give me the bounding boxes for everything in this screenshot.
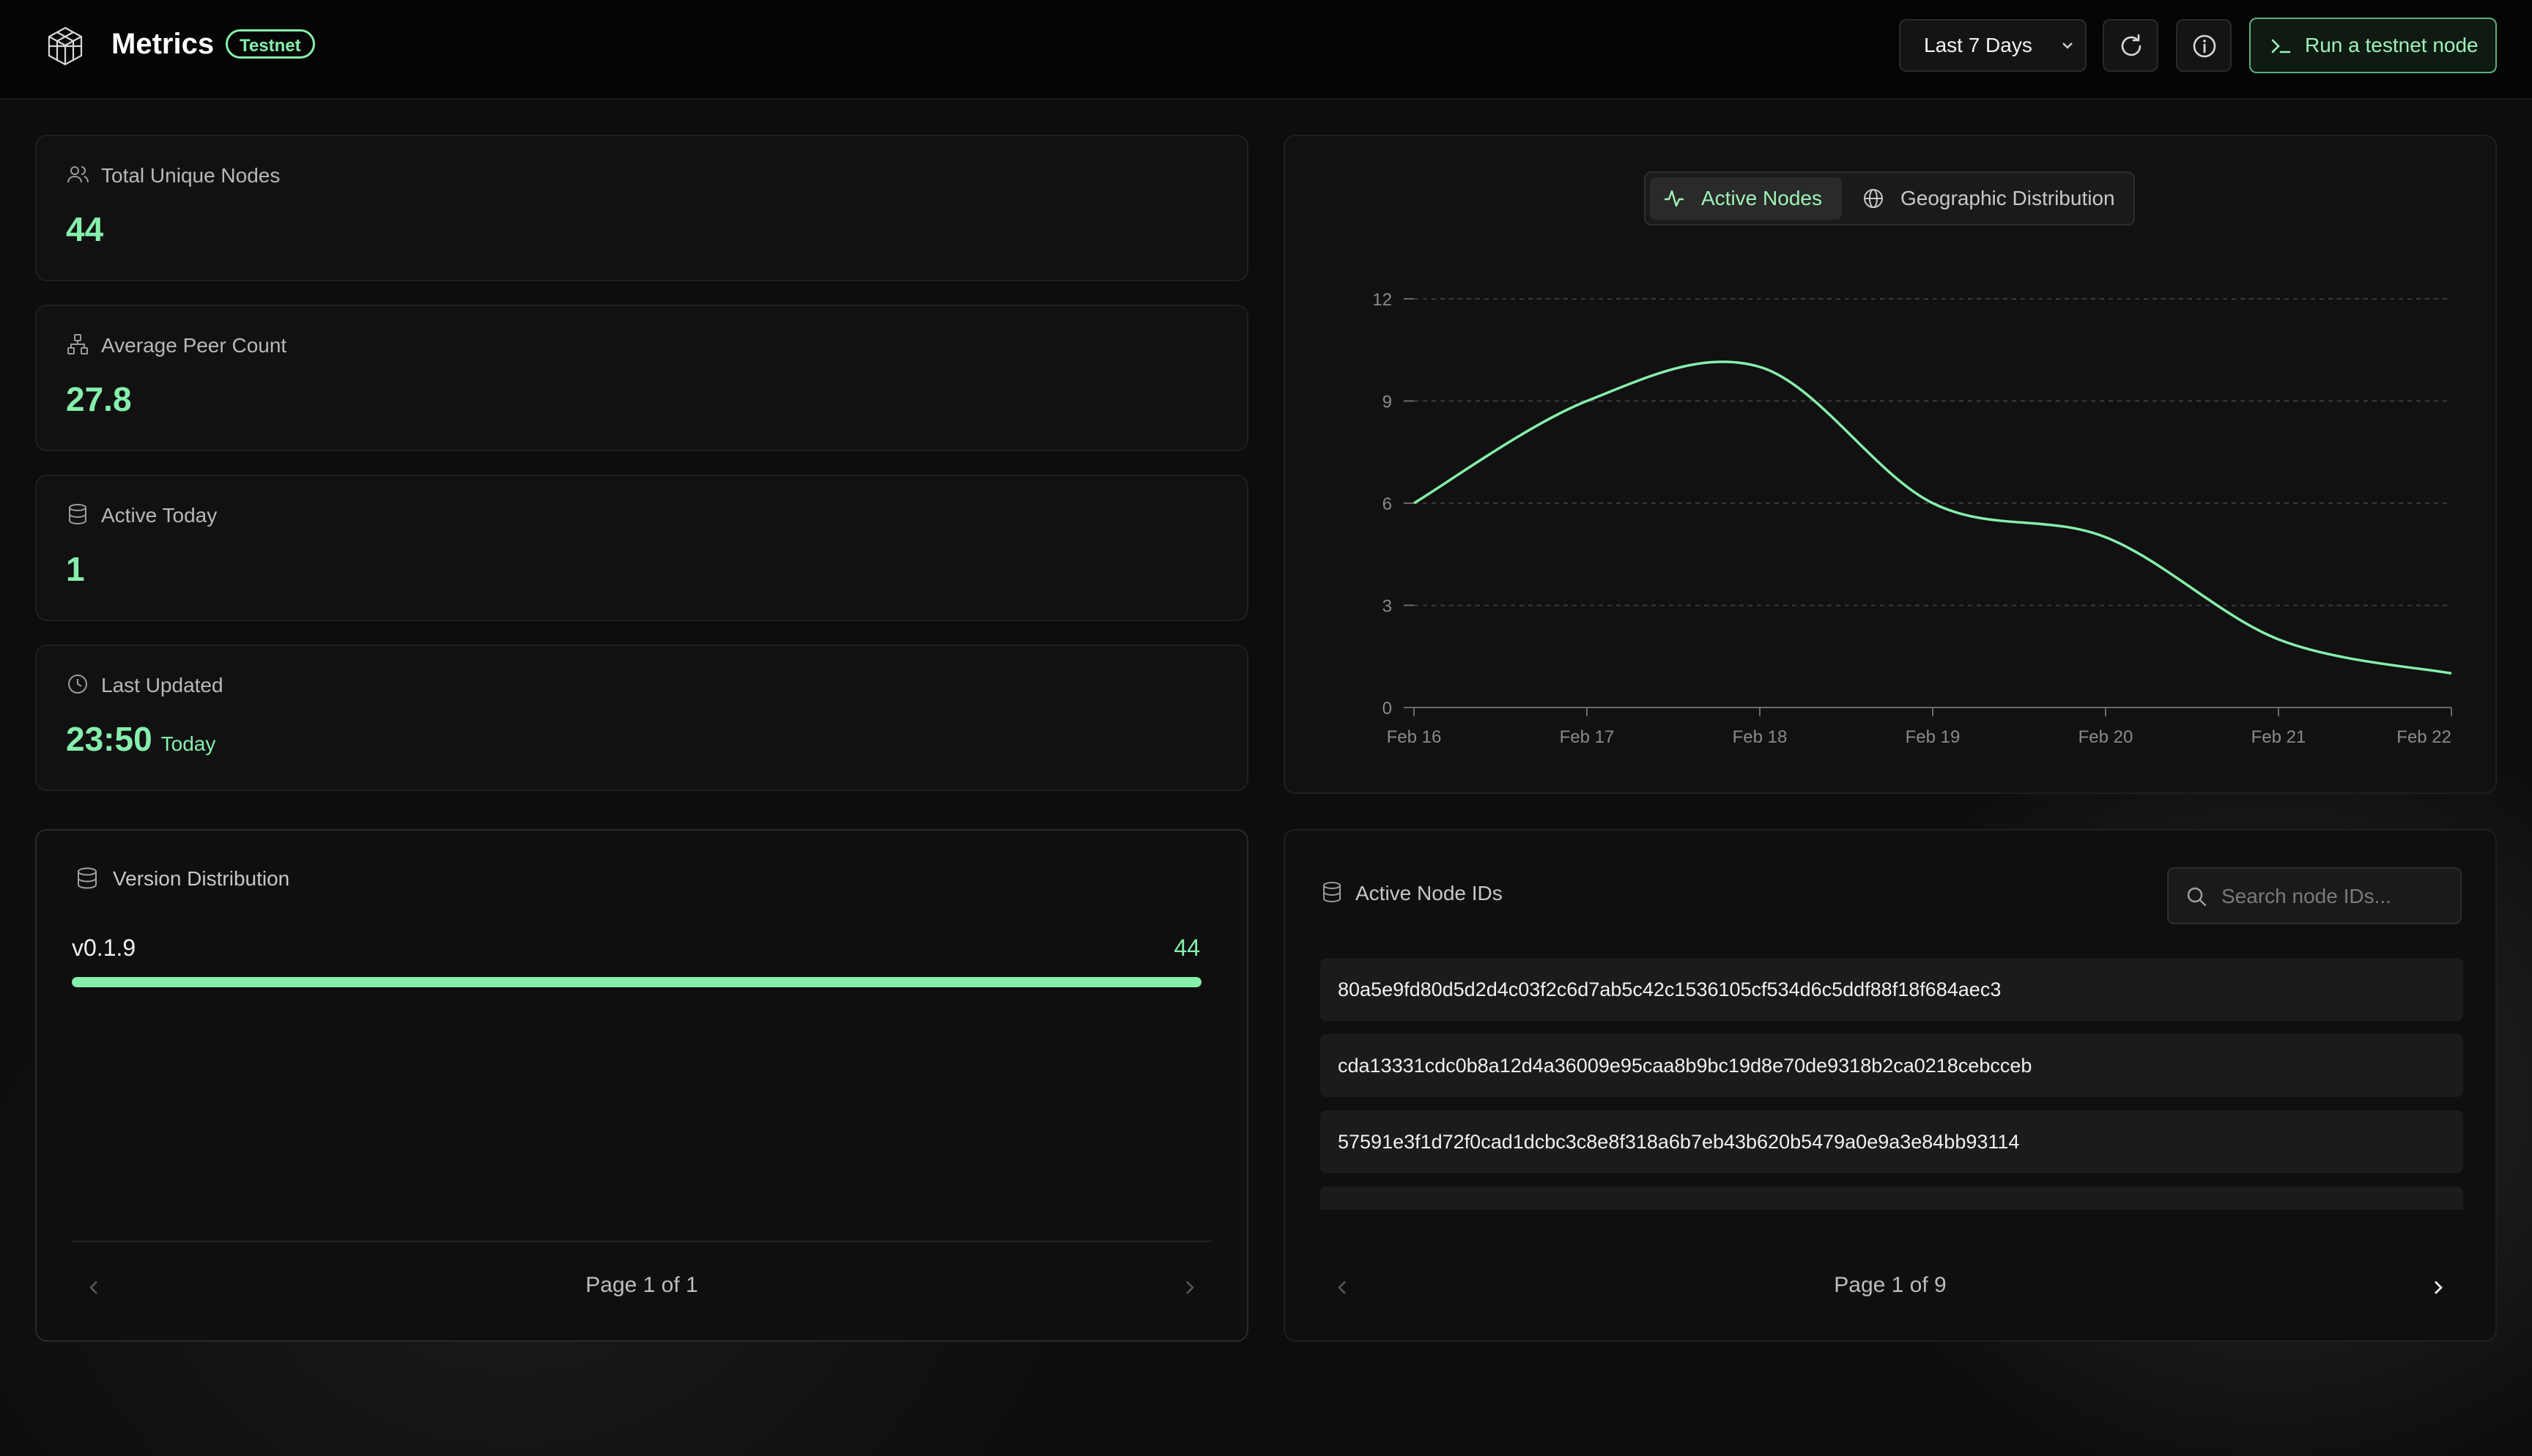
x-tick-label: Feb 21 xyxy=(2251,727,2306,747)
date-range-select[interactable]: Last 7 Days xyxy=(1899,19,2087,72)
series-line xyxy=(1413,360,2452,675)
terminal-icon xyxy=(2271,39,2291,53)
tab-label: Geographic Distribution xyxy=(1900,187,2115,209)
database-icon xyxy=(69,504,86,525)
last-updated-day: Today xyxy=(160,732,216,755)
stat-value: 23:50 Today xyxy=(66,719,215,759)
y-tick-label: 12 xyxy=(1372,290,1392,310)
active-node-ids-panel: Active Node IDs 80a5e9fd80d5d2d4c03f2c6d… xyxy=(1284,829,2497,1342)
tab-geographic-distribution[interactable]: Geographic Distribution xyxy=(1849,177,2128,220)
network-icon xyxy=(67,334,88,354)
version-distribution-title: Version Distribution xyxy=(113,867,290,890)
version-count: 44 xyxy=(1174,935,1200,961)
database-icon xyxy=(78,867,97,889)
search-input[interactable] xyxy=(2220,869,2457,924)
version-bar-fill xyxy=(72,977,1202,987)
node-id-list[interactable]: 80a5e9fd80d5d2d4c03f2c6d7ab5c42c1536105c… xyxy=(1320,958,2463,1210)
y-tick-label: 3 xyxy=(1382,597,1392,617)
version-distribution-panel: Version Distribution v0.1.9 44 Page 1 of… xyxy=(35,829,1248,1342)
run-testnet-node-label: Run a testnet node xyxy=(2305,34,2479,56)
active-nodes-chart-panel: Active Nodes Geographic Distribution 0 3 6… xyxy=(1284,135,2497,794)
stat-label: Active Today xyxy=(101,504,218,527)
version-label: v0.1.9 xyxy=(72,935,136,961)
prev-page-button[interactable] xyxy=(1328,1273,1357,1302)
version-bar-track xyxy=(72,977,1202,987)
x-tick-label: Feb 18 xyxy=(1733,727,1788,747)
next-page-button[interactable] xyxy=(1175,1273,1204,1302)
chevron-right-icon xyxy=(2435,1281,2443,1294)
stat-card-average-peer-count: Average Peer Count 27.8 xyxy=(35,305,1248,451)
stat-value: 27.8 xyxy=(66,380,132,418)
x-tick-label: Feb 19 xyxy=(1906,727,1961,747)
chevron-right-icon xyxy=(1186,1281,1194,1294)
stat-label: Last Updated xyxy=(101,674,223,697)
chart-tabs: Active Nodes Geographic Distribution xyxy=(1644,171,2135,226)
y-tick-label: 9 xyxy=(1382,393,1392,412)
network-badge: Testnet xyxy=(226,29,315,59)
search-icon xyxy=(2187,887,2207,907)
run-testnet-node-button[interactable]: Run a testnet node xyxy=(2249,18,2497,73)
chevron-left-icon xyxy=(89,1281,97,1294)
stat-label: Total Unique Nodes xyxy=(101,164,281,187)
pagination-label: Page 1 of 9 xyxy=(1834,1273,1947,1297)
stat-value: 1 xyxy=(66,550,85,588)
list-item[interactable]: cda13331cdc0b8a12d4a36009e95caa8b9bc19d8… xyxy=(1320,1034,2463,1097)
x-tick-label: Feb 16 xyxy=(1387,727,1442,747)
next-page-button[interactable] xyxy=(2424,1273,2453,1302)
stat-label: Average Peer Count xyxy=(101,334,287,357)
pagination-label: Page 1 of 1 xyxy=(585,1273,698,1297)
cube-logo-icon[interactable] xyxy=(44,25,86,67)
chevron-left-icon xyxy=(1338,1281,1346,1294)
users-icon xyxy=(67,166,89,183)
top-header: Metrics Testnet Last 7 Days Run a testne… xyxy=(0,0,2532,100)
info-icon xyxy=(2193,34,2216,58)
active-node-ids-title: Active Node IDs xyxy=(1355,882,1503,905)
date-range-value: Last 7 Days xyxy=(1924,34,2032,56)
x-tick-label: Feb 22 xyxy=(2396,727,2451,747)
prev-page-button[interactable] xyxy=(79,1273,108,1302)
y-tick-label: 6 xyxy=(1382,494,1392,514)
tab-label: Active Nodes xyxy=(1701,187,1822,209)
info-button[interactable] xyxy=(2176,19,2232,72)
last-updated-time: 23:50 xyxy=(66,720,152,758)
x-tick-label: Feb 20 xyxy=(2078,727,2133,747)
chevron-down-icon xyxy=(2062,42,2073,49)
y-tick-label: 0 xyxy=(1382,699,1392,718)
list-item[interactable]: b8cb289027a0df43b7a8ac16f825f52bc73c0c79… xyxy=(1320,1186,2463,1210)
stat-card-last-updated: Last Updated 23:50 Today xyxy=(35,645,1248,791)
stat-card-total-unique-nodes: Total Unique Nodes 44 xyxy=(35,135,1248,281)
globe-icon xyxy=(1864,189,1883,208)
list-item[interactable]: 80a5e9fd80d5d2d4c03f2c6d7ab5c42c1536105c… xyxy=(1320,958,2463,1021)
tab-active-nodes[interactable]: Active Nodes xyxy=(1650,177,1842,220)
active-nodes-line-chart: 0 3 6 9 12 Feb 16 Feb 17 Feb 18 Feb 19 Feb 20 Feb … xyxy=(1372,290,2452,747)
app-title: Metrics xyxy=(111,28,215,60)
list-item[interactable]: 57591e3f1d72f0cad1dcbc3c8e8f318a6b7eb43b… xyxy=(1320,1110,2463,1173)
divider xyxy=(72,1241,1212,1242)
stat-value: 44 xyxy=(66,210,104,248)
x-tick-label: Feb 17 xyxy=(1560,727,1615,747)
clock-icon xyxy=(68,675,87,694)
refresh-icon xyxy=(2121,34,2142,56)
refresh-button[interactable] xyxy=(2103,19,2158,72)
activity-icon xyxy=(1665,190,1684,207)
database-icon xyxy=(1323,882,1341,903)
stat-card-active-today: Active Today 1 xyxy=(35,475,1248,621)
node-search-box[interactable] xyxy=(2167,867,2462,924)
